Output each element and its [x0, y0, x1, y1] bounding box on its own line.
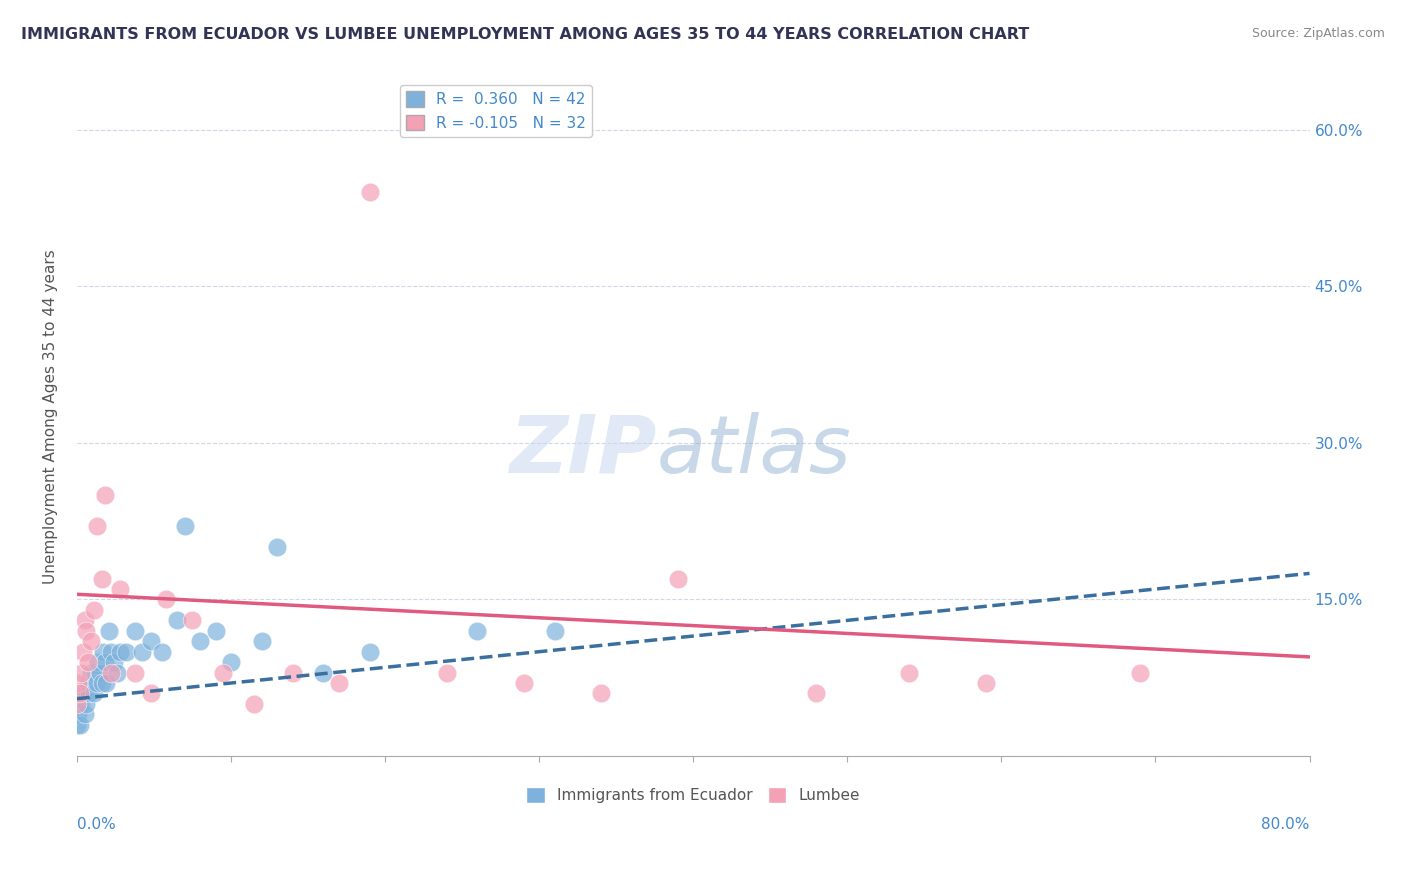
Point — [90, 676, 112, 690]
Point — [76, 655, 98, 669]
Point — [66, 718, 89, 732]
Point — [67, 707, 90, 722]
Text: ZIP: ZIP — [509, 412, 657, 490]
Text: atlas: atlas — [657, 412, 851, 490]
Point — [86, 676, 108, 690]
Point — [188, 634, 211, 648]
Point — [83, 603, 105, 617]
Point — [131, 645, 153, 659]
Point — [543, 624, 565, 638]
Point — [80, 634, 103, 648]
Text: 80.0%: 80.0% — [1261, 817, 1309, 831]
Point — [328, 676, 350, 690]
Point — [436, 665, 458, 680]
Point — [84, 665, 107, 680]
Point — [974, 676, 997, 690]
Point — [243, 697, 266, 711]
Point — [100, 665, 122, 680]
Text: 0.0%: 0.0% — [77, 817, 115, 831]
Point — [73, 686, 96, 700]
Point — [124, 624, 146, 638]
Text: IMMIGRANTS FROM ECUADOR VS LUMBEE UNEMPLOYMENT AMONG AGES 35 TO 44 YEARS CORRELA: IMMIGRANTS FROM ECUADOR VS LUMBEE UNEMPL… — [21, 27, 1029, 42]
Point — [100, 645, 122, 659]
Point — [98, 624, 121, 638]
Point — [250, 634, 273, 648]
Point — [89, 665, 111, 680]
Point — [139, 686, 162, 700]
Point — [80, 665, 103, 680]
Text: Source: ZipAtlas.com: Source: ZipAtlas.com — [1251, 27, 1385, 40]
Point — [359, 186, 381, 200]
Point — [589, 686, 612, 700]
Point — [108, 645, 131, 659]
Point — [266, 541, 288, 555]
Point — [139, 634, 162, 648]
Point — [1129, 665, 1152, 680]
Point — [204, 624, 226, 638]
Point — [212, 665, 235, 680]
Point — [91, 645, 114, 659]
Point — [150, 645, 173, 659]
Point — [75, 697, 97, 711]
Point — [219, 655, 242, 669]
Point — [103, 655, 125, 669]
Legend: R =  0.360   N = 42, R = -0.105   N = 32: R = 0.360 N = 42, R = -0.105 N = 32 — [399, 85, 592, 136]
Point — [70, 665, 93, 680]
Point — [512, 676, 534, 690]
Point — [70, 697, 93, 711]
Point — [666, 572, 689, 586]
Point — [93, 488, 115, 502]
Point — [94, 676, 117, 690]
Point — [82, 676, 104, 690]
Point — [467, 624, 489, 638]
Point — [69, 686, 91, 700]
Point — [155, 592, 177, 607]
Point — [72, 645, 94, 659]
Point — [76, 676, 98, 690]
Point — [115, 645, 138, 659]
Point — [77, 686, 100, 700]
Point — [73, 613, 96, 627]
Point — [67, 676, 90, 690]
Point — [806, 686, 828, 700]
Point — [72, 686, 94, 700]
Point — [105, 665, 128, 680]
Point — [312, 665, 335, 680]
Point — [124, 665, 146, 680]
Point — [66, 697, 89, 711]
Point — [359, 645, 381, 659]
Point — [897, 665, 920, 680]
Point — [87, 655, 110, 669]
Point — [281, 665, 304, 680]
Point — [181, 613, 204, 627]
Point — [173, 519, 195, 533]
Y-axis label: Unemployment Among Ages 35 to 44 years: Unemployment Among Ages 35 to 44 years — [44, 250, 58, 584]
Point — [69, 718, 91, 732]
Point — [90, 572, 112, 586]
Point — [108, 582, 131, 596]
Point — [166, 613, 188, 627]
Point — [73, 707, 96, 722]
Point — [93, 655, 115, 669]
Point — [83, 686, 105, 700]
Point — [75, 624, 97, 638]
Point — [86, 519, 108, 533]
